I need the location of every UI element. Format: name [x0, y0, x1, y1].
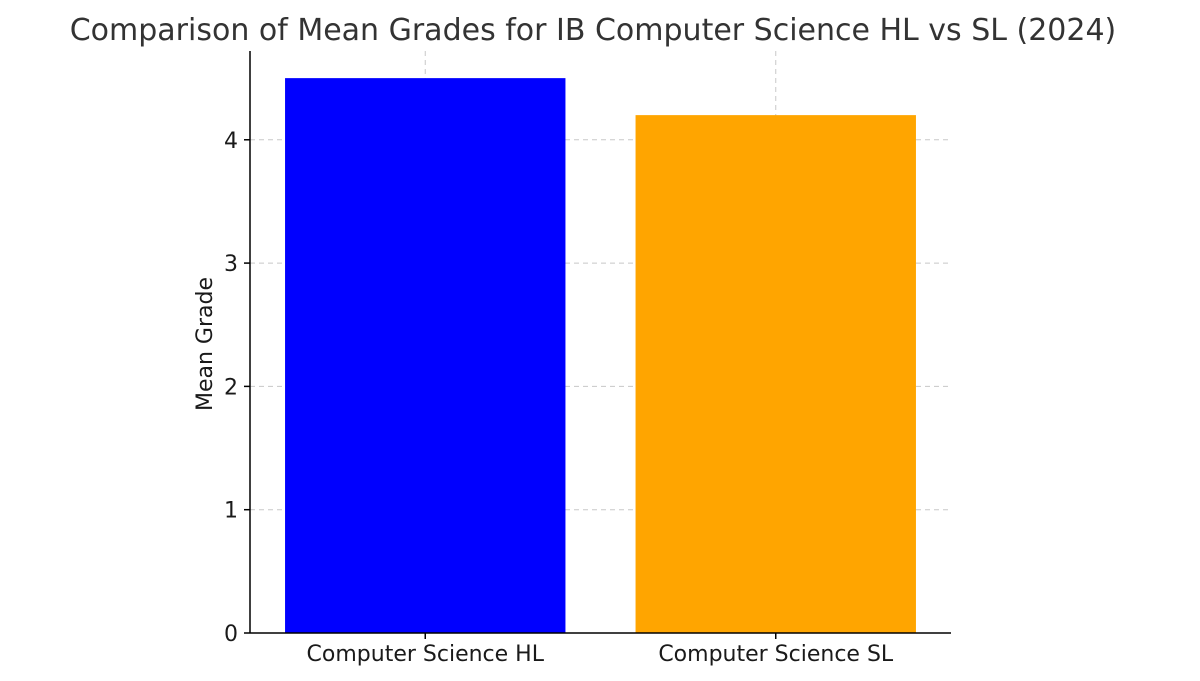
- y-tick-label-3: 3: [224, 252, 238, 277]
- bar-0: [285, 78, 566, 633]
- y-tick-label-1: 1: [224, 499, 238, 524]
- y-tick-label-4: 4: [224, 129, 238, 154]
- x-axis-ticks: Computer Science HL Computer Science SL: [307, 633, 894, 667]
- bars: [285, 78, 916, 633]
- y-tick-label-2: 2: [224, 375, 238, 400]
- x-tick-label-1: Computer Science SL: [658, 642, 894, 667]
- y-axis-ticks: 0 1 2 3 4: [224, 129, 250, 647]
- y-axis-label: Mean Grade: [193, 277, 218, 411]
- bar-1: [635, 115, 916, 633]
- chart-title: Comparison of Mean Grades for IB Compute…: [70, 13, 1117, 48]
- axes: [249, 51, 951, 634]
- x-tick-label-0: Computer Science HL: [307, 642, 545, 667]
- y-tick-label-0: 0: [224, 622, 238, 647]
